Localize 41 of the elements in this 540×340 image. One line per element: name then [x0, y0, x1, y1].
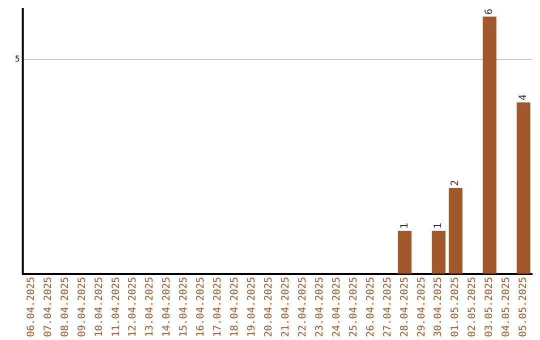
- bar: [516, 102, 530, 274]
- x-tick-label: 16.04.2025: [196, 276, 207, 338]
- x-tick-label: 22.04.2025: [297, 276, 308, 338]
- x-tick-label: 14.04.2025: [162, 276, 173, 338]
- data-label: 1: [433, 222, 444, 229]
- x-tick-label: 02.05.2025: [467, 276, 478, 338]
- x-tick-label: 12.04.2025: [128, 276, 139, 338]
- x-tick-label: 17.04.2025: [212, 276, 224, 338]
- y-tick-label: 5: [14, 54, 20, 64]
- x-tick-label: 19.04.2025: [246, 276, 258, 338]
- x-tick-label: 11.04.2025: [110, 276, 122, 338]
- x-tick-label: 28.04.2025: [399, 276, 410, 338]
- x-tick-label: 09.04.2025: [76, 276, 88, 338]
- bar: [398, 230, 412, 274]
- x-tick-label: 01.05.2025: [450, 276, 462, 338]
- data-label: 6: [484, 8, 496, 15]
- data-label: 2: [450, 180, 462, 186]
- x-tick-label: 13.04.2025: [144, 276, 156, 338]
- x-tick-label: 03.05.2025: [484, 276, 496, 338]
- x-tick-label: 04.05.2025: [501, 276, 512, 338]
- x-tick-label: 27.04.2025: [382, 276, 394, 338]
- x-tick-label: 07.04.2025: [42, 276, 54, 338]
- x-tick-label: 24.04.2025: [331, 276, 342, 338]
- data-label: 4: [518, 94, 530, 100]
- x-tick-label: 23.04.2025: [314, 276, 326, 338]
- x-tick-label: 25.04.2025: [348, 276, 360, 338]
- x-tick-label: 20.04.2025: [264, 276, 275, 338]
- bar: [448, 188, 462, 274]
- x-tick-label: 21.04.2025: [280, 276, 292, 338]
- bar: [482, 16, 496, 274]
- bar: [432, 230, 446, 274]
- x-tick-label: 29.04.2025: [416, 276, 428, 338]
- x-tick-label: 30.04.2025: [433, 276, 444, 338]
- x-tick-label: 18.04.2025: [230, 276, 241, 338]
- x-tick-label: 10.04.2025: [94, 276, 105, 338]
- data-label: 1: [399, 222, 410, 229]
- x-tick-label: 06.04.2025: [26, 276, 37, 338]
- x-tick-label: 05.05.2025: [518, 276, 530, 338]
- x-tick-label: 15.04.2025: [178, 276, 190, 338]
- x-tick-label: 08.04.2025: [60, 276, 71, 338]
- x-tick-label: 26.04.2025: [365, 276, 376, 338]
